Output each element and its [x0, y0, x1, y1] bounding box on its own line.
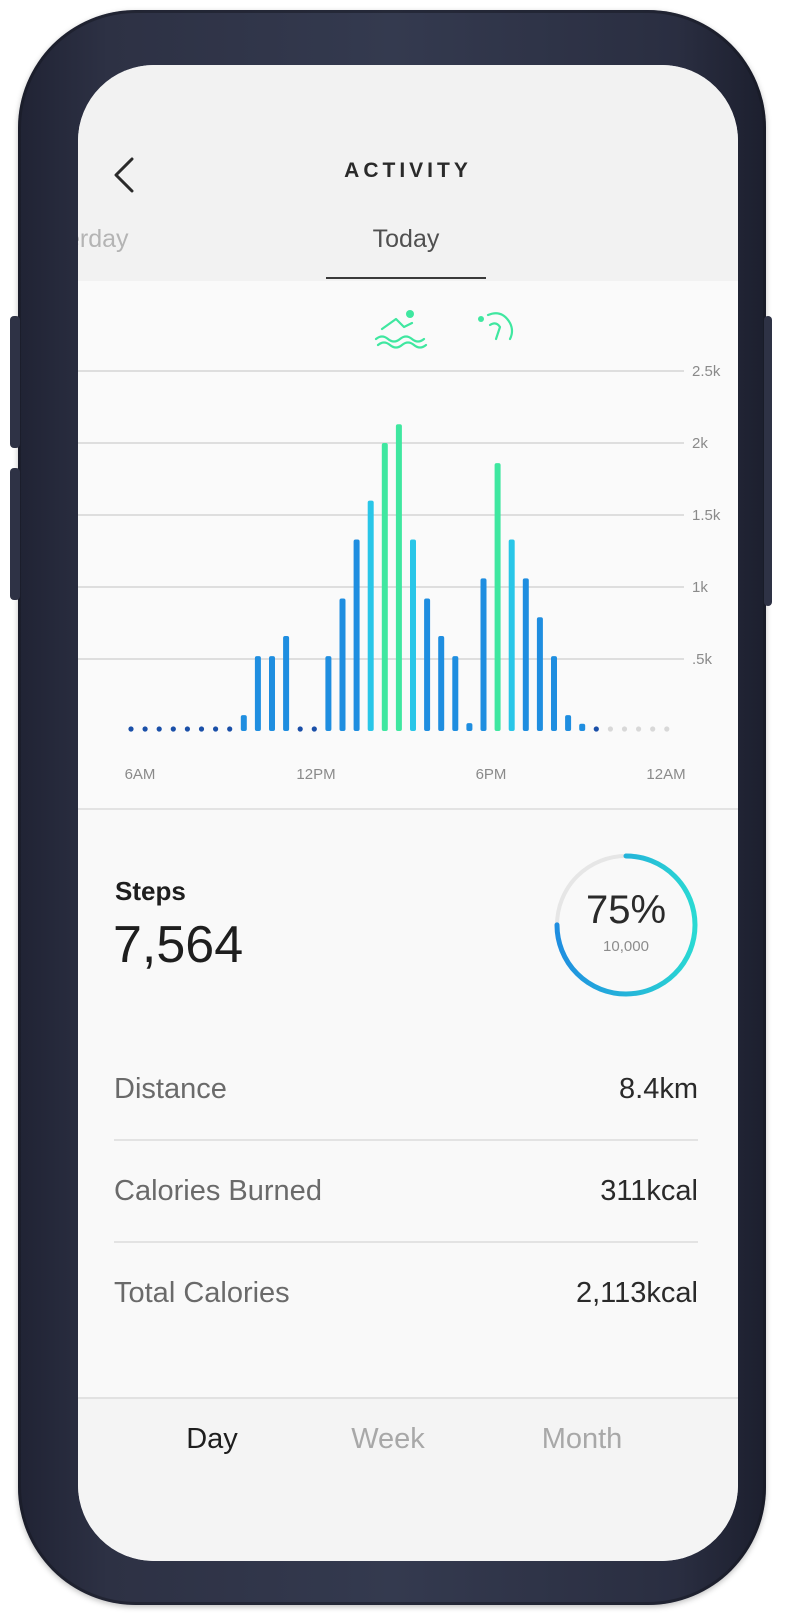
- tab-day[interactable]: Day: [186, 1423, 238, 1455]
- chart-dot: [128, 726, 134, 732]
- chart-bar[interactable]: [452, 656, 459, 731]
- steps-progress-ring: [554, 853, 698, 997]
- chart-dot: [156, 726, 162, 732]
- chart-bar[interactable]: [424, 598, 431, 731]
- stat-row-total-calories: Total Calories 2,113kcal: [114, 1277, 698, 1377]
- steps-label: Steps: [115, 876, 186, 906]
- stat-label: Distance: [114, 1073, 227, 1105]
- steps-value: 7,564: [113, 916, 244, 974]
- back-arrow-icon[interactable]: [110, 155, 140, 195]
- chart-dot: [170, 726, 176, 732]
- chart-dot: [664, 726, 670, 732]
- steps-bar-chart: 2.5k 2k 1.5k 1k .5k 6AM 12PM 6PM 12AM: [78, 310, 721, 783]
- tab-yesterday[interactable]: erday: [78, 225, 129, 253]
- chart-bar[interactable]: [269, 656, 275, 731]
- steps-goal: 10,000: [603, 938, 649, 955]
- stat-label: Calories Burned: [114, 1175, 322, 1207]
- chart-bar[interactable]: [508, 539, 515, 731]
- stretching-icon[interactable]: [478, 312, 514, 341]
- x-tick-label: 6AM: [125, 766, 156, 783]
- chart-dot: [184, 726, 190, 732]
- tab-month[interactable]: Month: [541, 1423, 623, 1455]
- chart-bar[interactable]: [579, 723, 586, 731]
- today-tab-underline: [326, 277, 486, 279]
- stat-value: 8.4km: [619, 1073, 698, 1105]
- chart-bar[interactable]: [254, 656, 261, 731]
- tab-week[interactable]: Week: [351, 1423, 425, 1455]
- chart-dot: [142, 726, 148, 732]
- stat-divider: [114, 1241, 698, 1243]
- steps-chart: 2.5k 2k 1.5k 1k .5k 6AM 12PM 6PM 12AM: [78, 281, 738, 809]
- stat-label: Total Calories: [114, 1277, 290, 1309]
- chart-dot: [650, 726, 656, 732]
- chart-bar[interactable]: [565, 715, 572, 731]
- y-tick-label: .5k: [692, 651, 713, 668]
- x-tick-label: 6PM: [476, 766, 507, 783]
- chart-dot: [621, 726, 628, 732]
- x-tick-label: 12PM: [296, 766, 335, 783]
- chart-bar[interactable]: [494, 463, 501, 731]
- chart-bar[interactable]: [522, 578, 529, 731]
- chart-bar[interactable]: [551, 656, 557, 731]
- tab-today[interactable]: Today: [372, 225, 440, 253]
- stat-value: 2,113kcal: [576, 1277, 698, 1309]
- swimming-icon[interactable]: [374, 310, 428, 349]
- y-tick-label: 1.5k: [692, 507, 721, 524]
- phone-frame: ACTIVITY erday Today: [10, 10, 772, 1605]
- chart-bar[interactable]: [381, 443, 388, 731]
- chart-bar[interactable]: [353, 539, 360, 731]
- page-title: ACTIVITY: [344, 159, 472, 182]
- volume-down-button: [10, 468, 20, 600]
- chart-dot: [198, 726, 205, 732]
- chart-bar[interactable]: [536, 617, 543, 731]
- chart-dot: [607, 726, 614, 732]
- chart-bar[interactable]: [480, 578, 487, 731]
- y-tick-label: 2k: [692, 435, 708, 452]
- chart-dot: [636, 726, 642, 732]
- chart-bar[interactable]: [367, 500, 374, 731]
- y-tick-label: 1k: [692, 579, 708, 596]
- activity-header: ACTIVITY erday Today: [78, 65, 738, 281]
- chart-bar[interactable]: [466, 723, 473, 731]
- chart-divider: [78, 808, 738, 810]
- chart-dot: [297, 726, 303, 732]
- chart-bar[interactable]: [283, 635, 290, 731]
- chart-dot: [227, 726, 233, 732]
- power-button: [764, 316, 772, 606]
- chart-bar[interactable]: [339, 598, 346, 731]
- chart-bar[interactable]: [438, 635, 445, 731]
- period-tab-bar: Day Week Month: [78, 1397, 738, 1561]
- stat-divider: [114, 1139, 698, 1141]
- stat-value: 311kcal: [600, 1175, 698, 1207]
- x-tick-label: 12AM: [646, 766, 685, 783]
- steps-percent: 75%: [585, 888, 667, 932]
- chart-dot: [593, 726, 599, 732]
- chart-bar[interactable]: [240, 715, 247, 731]
- chart-bar[interactable]: [410, 539, 416, 731]
- stat-row-distance: Distance 8.4km: [114, 1073, 698, 1173]
- volume-up-button: [10, 316, 20, 448]
- y-tick-label: 2.5k: [692, 363, 721, 380]
- stat-row-calories-burned: Calories Burned 311kcal: [114, 1175, 698, 1275]
- chart-bar[interactable]: [395, 424, 402, 731]
- chart-dot: [213, 726, 219, 732]
- chart-bar[interactable]: [325, 656, 332, 731]
- chart-dot: [311, 726, 317, 732]
- app-screen: ACTIVITY erday Today: [78, 65, 738, 1561]
